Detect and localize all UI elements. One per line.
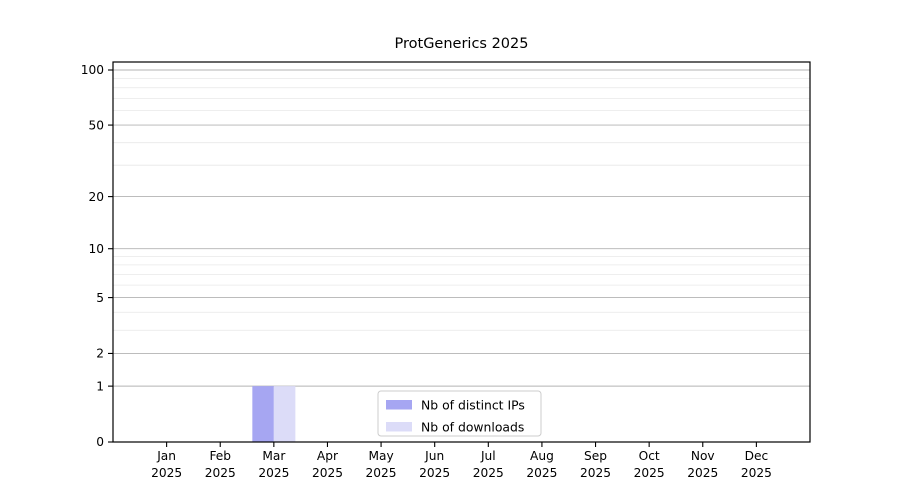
bar-mar-distinct-ips — [252, 386, 274, 442]
legend-label: Nb of distinct IPs — [421, 398, 525, 413]
x-tick-year-label: 2025 — [366, 466, 397, 480]
legend-label: Nb of downloads — [421, 420, 524, 435]
y-tick-label: 50 — [88, 118, 104, 132]
minor-gridlines — [113, 78, 810, 331]
x-tick-year-label: 2025 — [580, 466, 611, 480]
x-tick-year-label: 2025 — [151, 466, 182, 480]
x-tick-year-label: 2025 — [419, 466, 450, 480]
y-tick-label: 5 — [96, 291, 104, 305]
x-tick-year-label: 2025 — [687, 466, 718, 480]
legend-swatch-distinct-ips — [386, 400, 412, 410]
x-tick-month-label: Aug — [530, 449, 554, 463]
x-tick-year-label: 2025 — [526, 466, 557, 480]
x-tick-year-label: 2025 — [741, 466, 772, 480]
x-tick-month-label: Jul — [480, 449, 496, 463]
chart-title: ProtGenerics 2025 — [394, 36, 529, 52]
y-tick-label: 2 — [96, 347, 104, 361]
legend-swatch-downloads — [386, 422, 412, 432]
x-tick-year-label: 2025 — [312, 466, 343, 480]
x-axis: Jan 2025 Feb 2025 Mar 2025 Apr 2025 May 2025 Jun 20… — [151, 442, 772, 480]
x-tick-month-label: Feb — [209, 449, 231, 463]
x-tick-month-label: Jan — [156, 449, 176, 463]
x-tick-month-label: Jun — [424, 449, 444, 463]
y-tick-label: 1 — [96, 379, 104, 393]
x-tick-year-label: 2025 — [205, 466, 236, 480]
x-tick-month-label: Oct — [639, 449, 660, 463]
x-tick-year-label: 2025 — [258, 466, 289, 480]
y-tick-label: 0 — [96, 435, 104, 449]
legend-box — [377, 390, 542, 437]
x-tick-year-label: 2025 — [473, 466, 504, 480]
x-tick-month-label: Apr — [317, 449, 339, 463]
y-tick-label: 100 — [81, 63, 104, 77]
bar-mar-downloads — [273, 386, 296, 442]
x-tick-month-label: Dec — [745, 449, 769, 463]
x-tick-year-label: 2025 — [634, 466, 665, 480]
y-tick-label: 10 — [88, 242, 104, 256]
x-tick-month-label: Mar — [262, 449, 286, 463]
y-axis: 0 1 2 5 10 20 50 100 — [81, 63, 113, 449]
bars — [252, 386, 296, 442]
x-tick-month-label: Sep — [584, 449, 607, 463]
plot-border — [112, 61, 811, 443]
y-tick-label: 20 — [88, 190, 104, 204]
legend: Nb of distinct IPs Nb of downloads — [377, 390, 542, 437]
x-tick-month-label: Nov — [691, 449, 715, 463]
x-tick-month-label: May — [368, 449, 393, 463]
major-gridlines — [113, 69, 810, 443]
